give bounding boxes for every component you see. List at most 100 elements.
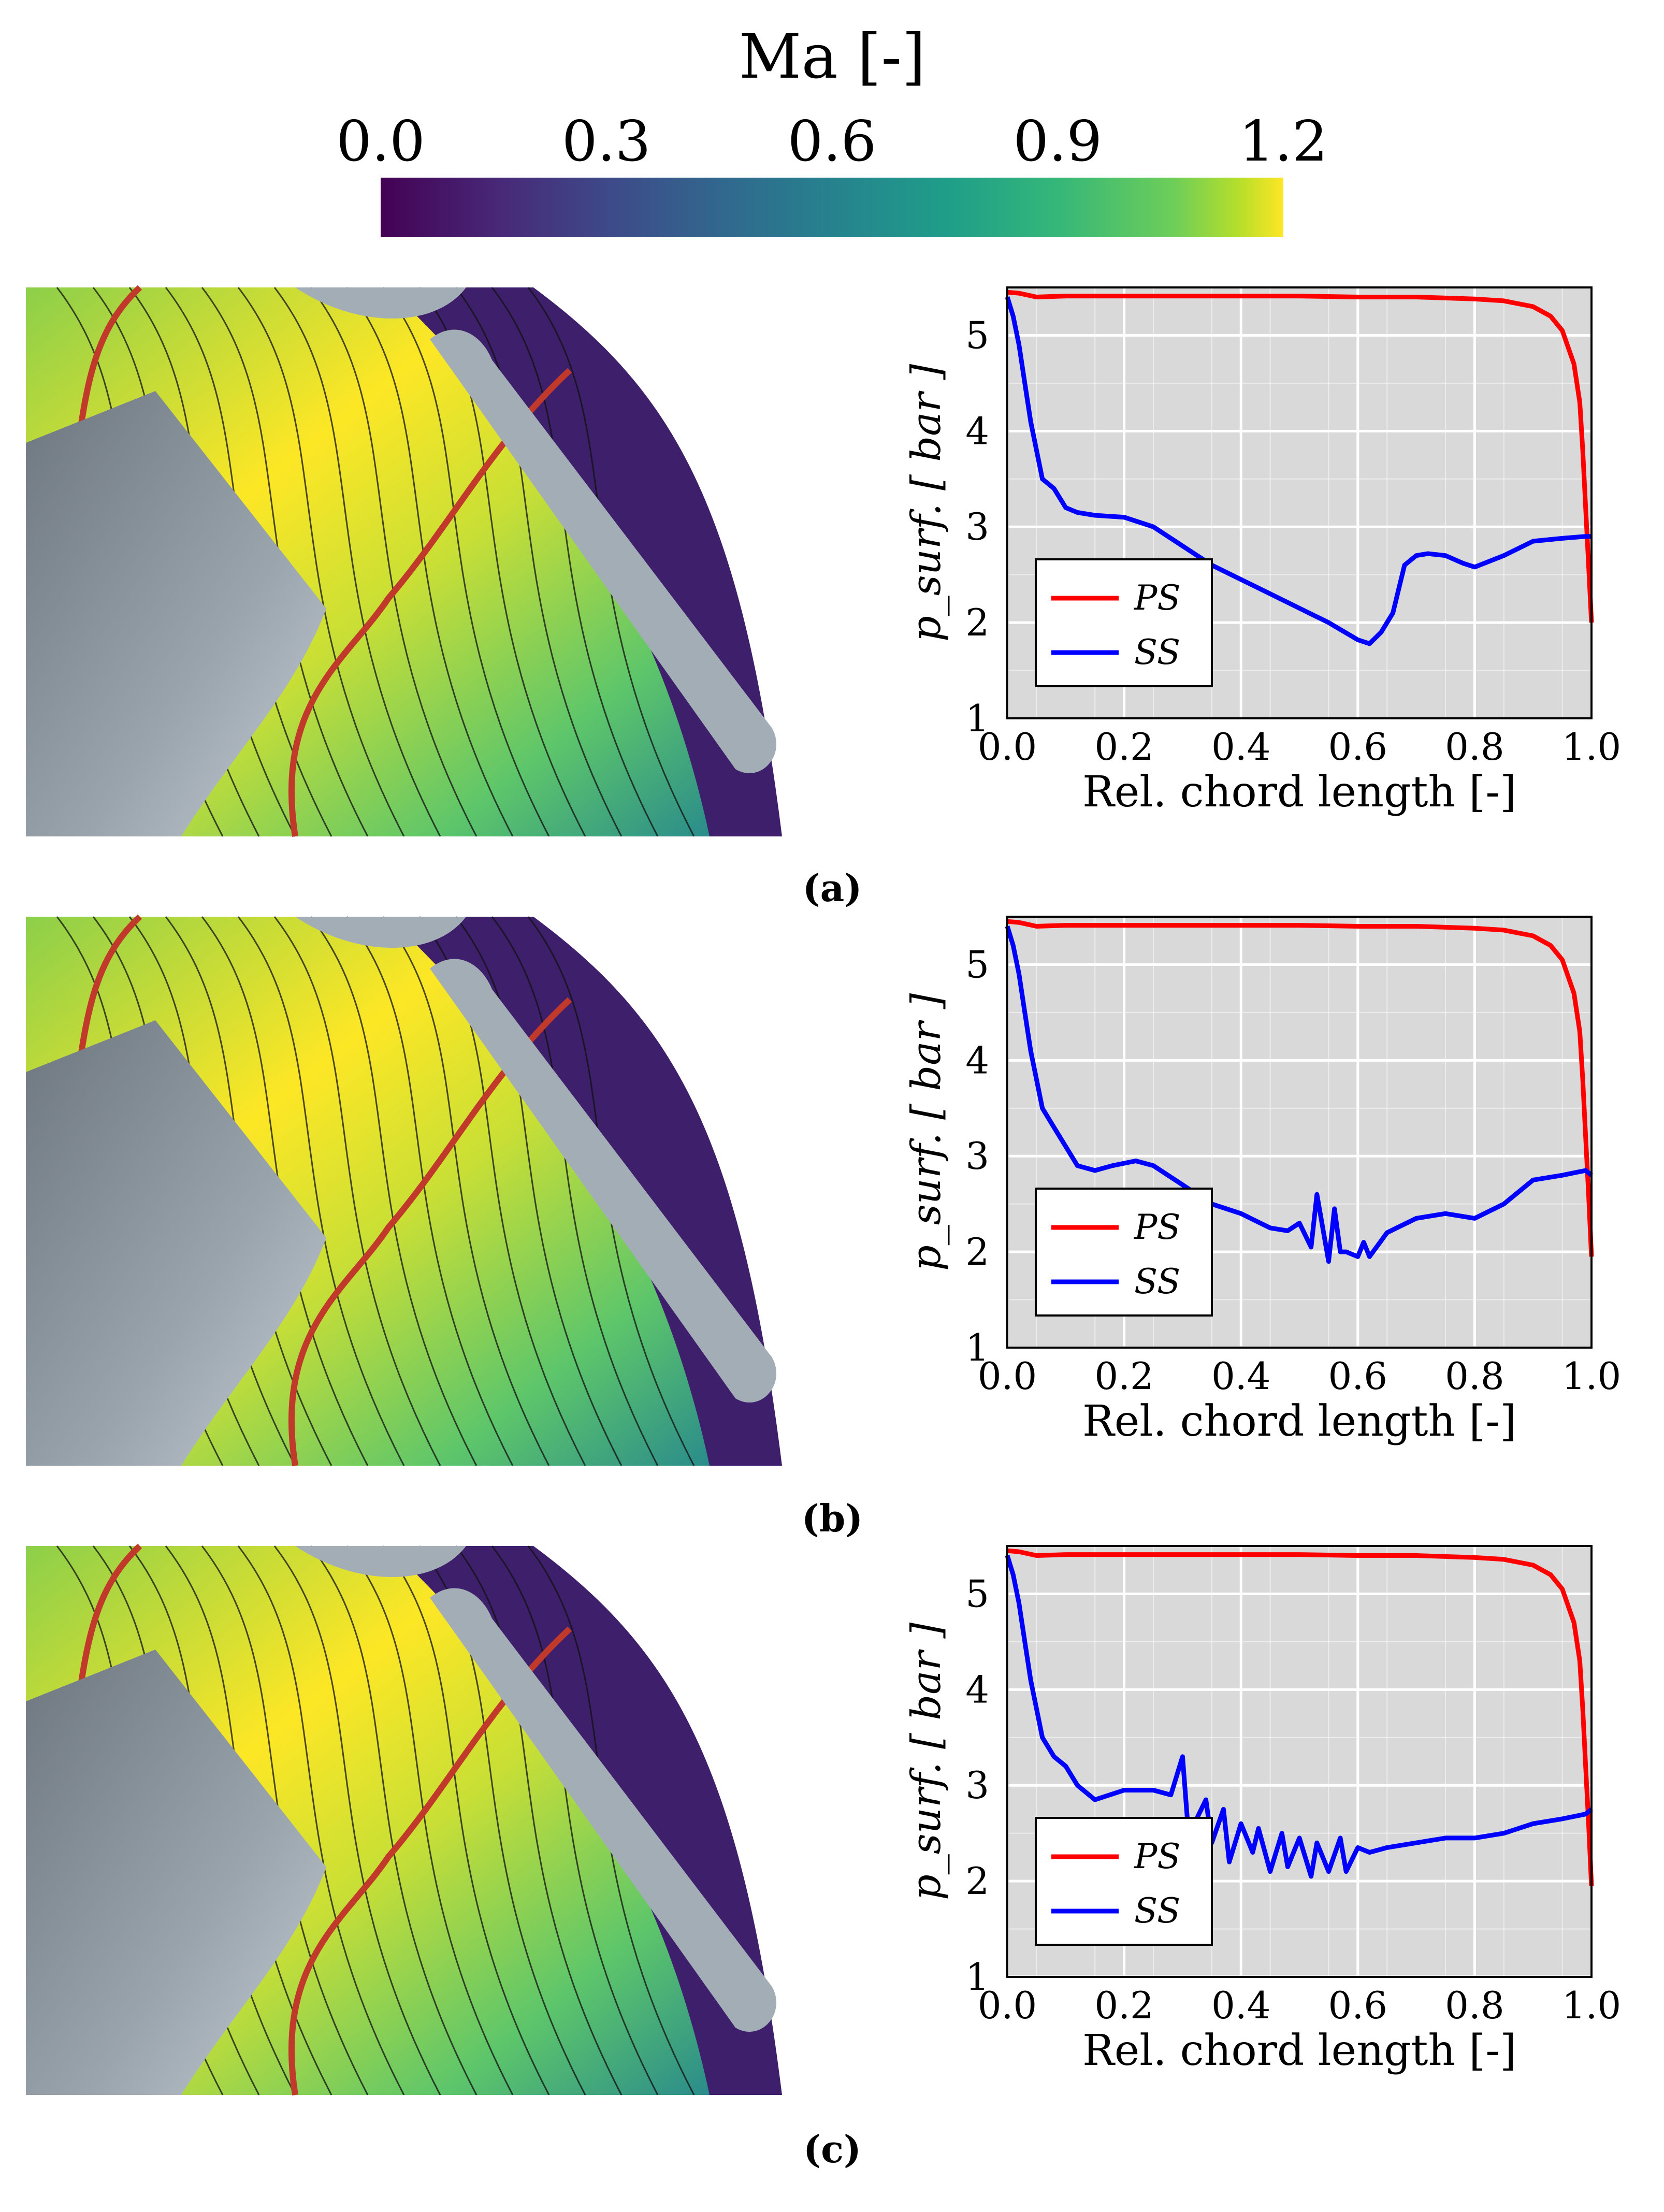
y-tick-label: 4 [965, 409, 989, 453]
y-tick-label: 2 [965, 1230, 989, 1274]
x-tick-label: 0.0 [978, 1354, 1037, 1398]
pressure-plots: 0.0 0.2 0.4 0.6 0.8 1.0 1 2 3 4 5 Rel. chord length… [903, 286, 1622, 2075]
x-tick-label: 1.0 [1562, 1984, 1622, 2027]
series-line-ps [1007, 1548, 1594, 1886]
y-tick-label: 1 [965, 1955, 989, 1999]
x-tick-label: 0.6 [1328, 1984, 1388, 2027]
x-axis-label: Rel. chord length [-] [1082, 768, 1516, 817]
y-tick-label: 3 [965, 1134, 989, 1178]
y-tick-label: 5 [965, 1572, 989, 1615]
legend [1035, 1817, 1213, 1946]
series-line-ss [1005, 1555, 1593, 1879]
pressure-chart: 0.0 0.2 0.4 0.6 0.8 1.0 1 2 3 4 5 Rel. chord length… [903, 916, 1622, 1446]
diffuser-vane [430, 329, 777, 774]
contour-line [237, 916, 405, 1466]
legend-label-ss: SS [1134, 1891, 1180, 1931]
x-tick-label: 0.6 [1328, 725, 1388, 769]
panel-label-b: (b) [802, 1496, 863, 1540]
x-tick-label: 0.4 [1211, 1984, 1271, 2027]
contour-line [346, 1545, 514, 2095]
colorbar-tick-label: 0.9 [1013, 109, 1102, 174]
y-tick-label: 2 [965, 601, 989, 644]
panel-label-c: (c) [803, 2127, 861, 2171]
contour-line [273, 287, 441, 837]
contour-line [237, 1545, 405, 2095]
y-tick-label: 5 [965, 943, 989, 986]
y-tick-label: 4 [965, 1668, 989, 1711]
contour-line [346, 287, 514, 837]
colorbar-title: Ma [-] [739, 21, 926, 92]
contour-line [237, 287, 405, 837]
plot-frame [1006, 286, 1593, 719]
x-tick-label: 0.4 [1211, 1354, 1271, 1398]
y-tick-label: 3 [965, 1763, 989, 1807]
contour-line [310, 916, 478, 1466]
diffuser-vane [295, 1546, 466, 1577]
rotor-blade [26, 1020, 326, 1466]
diffuser-vane [295, 287, 466, 319]
y-tick-label: 2 [965, 1859, 989, 1903]
colorbar-gradient [381, 178, 1283, 237]
colorbar-tick-label: 0.3 [562, 109, 651, 174]
x-tick-label: 0.0 [978, 1984, 1037, 2027]
contour-line [201, 916, 369, 1466]
pressure-chart: 0.0 0.2 0.4 0.6 0.8 1.0 1 2 3 4 5 Rel. chord length… [903, 1545, 1622, 2075]
x-tick-label: 0.2 [1094, 725, 1154, 769]
x-tick-label: 0.2 [1094, 1354, 1154, 1398]
y-axis-label: p_surf. [ bar ] [903, 1622, 950, 1900]
legend-label-ps: PS [1134, 578, 1181, 618]
x-tick-label: 0.8 [1445, 725, 1504, 769]
diffuser-vane [295, 917, 466, 948]
x-tick-label: 0.0 [978, 725, 1037, 769]
pressure-chart: 0.0 0.2 0.4 0.6 0.8 1.0 1 2 3 4 5 Rel. chord length… [903, 286, 1622, 817]
contour-panel [26, 285, 803, 841]
colorbar-tick-label: 0.0 [336, 109, 425, 174]
series-line-ss [1005, 926, 1593, 1264]
y-tick-label: 1 [965, 697, 989, 740]
legend-label-ps: PS [1134, 1837, 1181, 1876]
x-tick-label: 0.8 [1445, 1984, 1504, 2027]
colorbar-tick-label: 0.6 [788, 109, 877, 174]
contour-line [310, 1545, 478, 2095]
y-tick-label: 5 [965, 313, 989, 357]
x-axis-label: Rel. chord length [-] [1082, 1397, 1516, 1446]
colorbar-tick-label: 1.2 [1239, 109, 1328, 174]
contour-line [455, 1545, 623, 2095]
rotor-blade [26, 391, 326, 836]
colorbar: Ma [-] 0.0 0.3 0.6 0.9 1.2 [336, 21, 1328, 237]
legend [1035, 1188, 1213, 1317]
contour-line [310, 287, 478, 837]
y-tick-label: 1 [965, 1326, 989, 1369]
y-axis-label: p_surf. [ bar ] [903, 364, 950, 642]
x-tick-label: 0.6 [1328, 1354, 1388, 1398]
x-tick-label: 0.4 [1211, 725, 1271, 769]
colorbar-tick-labels: 0.0 0.3 0.6 0.9 1.2 [336, 109, 1328, 174]
y-tick-label: 4 [965, 1038, 989, 1082]
series-line-ss [1005, 296, 1591, 646]
x-tick-label: 1.0 [1562, 1354, 1622, 1398]
contour-panel [26, 914, 803, 1470]
plot-frame [1006, 916, 1593, 1349]
x-tick-label: 0.2 [1094, 1984, 1154, 2027]
series-line-ps [1007, 919, 1594, 1257]
mach-contour-panels [26, 285, 803, 2099]
y-axis-label: p_surf. [ bar ] [903, 993, 950, 1271]
diffuser-vane [430, 1588, 777, 2032]
panel-label-a: (a) [803, 866, 862, 910]
x-axis-label: Rel. chord length [-] [1082, 2026, 1516, 2075]
legend-label-ss: SS [1134, 1262, 1180, 1302]
contour-line [201, 287, 369, 837]
contour-panel [26, 1543, 803, 2099]
diffuser-vane [430, 959, 777, 1403]
x-tick-label: 1.0 [1562, 725, 1622, 769]
panel-labels: (a) (b) (c) [802, 866, 863, 2171]
rotor-blade [26, 1650, 326, 2095]
contour-line [455, 916, 623, 1466]
series-line-ps [1007, 290, 1594, 623]
contour-line [273, 916, 441, 1466]
legend [1035, 558, 1213, 687]
legend-label-ss: SS [1134, 632, 1180, 672]
y-tick-label: 3 [965, 505, 989, 548]
contour-line [346, 916, 514, 1466]
